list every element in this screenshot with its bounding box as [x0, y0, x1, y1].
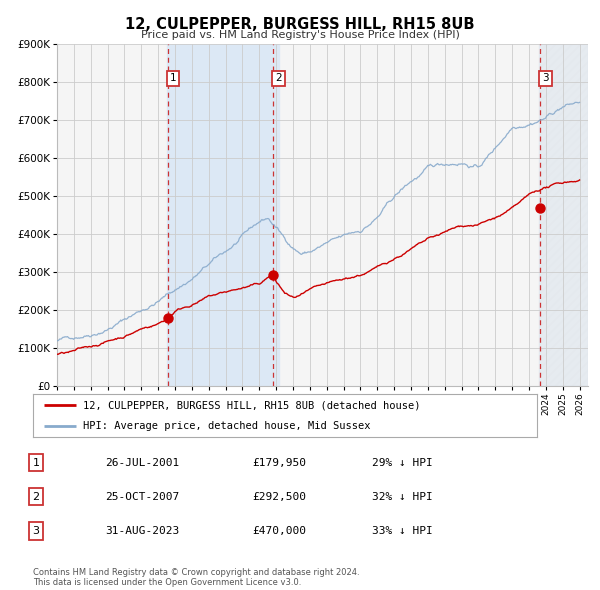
Text: Price paid vs. HM Land Registry's House Price Index (HPI): Price paid vs. HM Land Registry's House … [140, 30, 460, 40]
Text: 12, CULPEPPER, BURGESS HILL, RH15 8UB (detached house): 12, CULPEPPER, BURGESS HILL, RH15 8UB (d… [83, 400, 421, 410]
Text: £470,000: £470,000 [252, 526, 306, 536]
Text: 32% ↓ HPI: 32% ↓ HPI [372, 492, 433, 502]
Text: HPI: Average price, detached house, Mid Sussex: HPI: Average price, detached house, Mid … [83, 421, 371, 431]
Text: 31-AUG-2023: 31-AUG-2023 [105, 526, 179, 536]
Bar [539, 44, 588, 386]
Text: 12, CULPEPPER, BURGESS HILL, RH15 8UB: 12, CULPEPPER, BURGESS HILL, RH15 8UB [125, 17, 475, 31]
Text: 29% ↓ HPI: 29% ↓ HPI [372, 458, 433, 467]
Text: 3: 3 [542, 74, 549, 83]
Text: 1: 1 [170, 74, 176, 83]
Text: 33% ↓ HPI: 33% ↓ HPI [372, 526, 433, 536]
Text: 26-JUL-2001: 26-JUL-2001 [105, 458, 179, 467]
Text: 2: 2 [275, 74, 282, 83]
Text: £179,950: £179,950 [252, 458, 306, 467]
Text: 3: 3 [32, 526, 40, 536]
Text: 2: 2 [32, 492, 40, 502]
Bar [539, 44, 588, 386]
Text: 25-OCT-2007: 25-OCT-2007 [105, 492, 179, 502]
Text: Contains HM Land Registry data © Crown copyright and database right 2024.: Contains HM Land Registry data © Crown c… [33, 568, 359, 577]
Text: This data is licensed under the Open Government Licence v3.0.: This data is licensed under the Open Gov… [33, 578, 301, 587]
Text: 1: 1 [32, 458, 40, 467]
Text: £292,500: £292,500 [252, 492, 306, 502]
Bar [167, 44, 279, 386]
